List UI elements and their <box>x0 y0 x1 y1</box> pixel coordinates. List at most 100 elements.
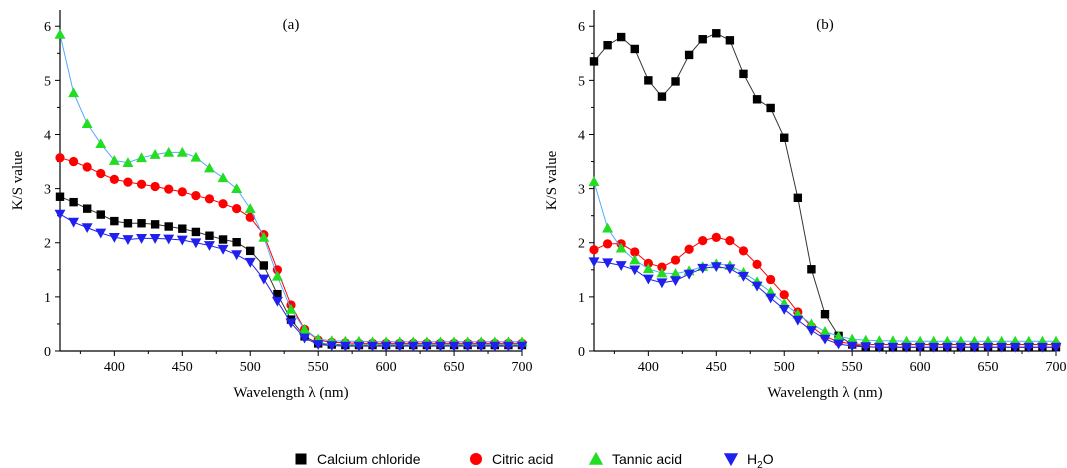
data-point <box>670 268 681 278</box>
y-tick-label: 3 <box>44 183 51 198</box>
data-point <box>941 342 953 353</box>
data-point <box>367 341 378 352</box>
data-point <box>819 334 831 345</box>
data-point <box>819 326 831 336</box>
y-tick-label: 0 <box>44 345 51 360</box>
data-point <box>739 69 748 79</box>
x-tick-label: 700 <box>512 360 533 375</box>
data-point <box>82 162 92 172</box>
data-point <box>204 241 215 251</box>
data-point <box>178 224 187 233</box>
data-point <box>136 152 147 163</box>
data-point <box>96 168 106 179</box>
data-point <box>873 335 885 346</box>
data-point <box>95 138 107 149</box>
data-point <box>218 235 228 244</box>
legend-marker <box>723 453 739 467</box>
data-point <box>630 44 639 54</box>
data-point <box>615 261 627 271</box>
y-tick-label: 4 <box>44 128 51 143</box>
data-point <box>218 199 228 209</box>
series-h2o <box>588 257 1062 353</box>
data-point <box>996 342 1008 353</box>
data-point <box>407 341 419 352</box>
x-tick-label: 450 <box>172 360 193 375</box>
data-point <box>68 217 80 228</box>
data-point <box>231 183 243 193</box>
data-point <box>122 235 134 245</box>
data-point <box>725 235 735 246</box>
data-point <box>489 341 501 352</box>
data-point <box>820 309 830 319</box>
data-point <box>448 341 460 352</box>
data-point <box>670 276 681 287</box>
data-point <box>887 342 899 353</box>
data-point <box>602 222 614 233</box>
data-point <box>163 234 175 245</box>
data-point <box>68 87 80 98</box>
data-point <box>137 219 146 228</box>
data-point <box>81 223 93 234</box>
data-point <box>244 257 256 268</box>
data-point <box>846 333 858 344</box>
data-point <box>299 333 311 344</box>
data-point <box>217 172 229 183</box>
legend-label: H2O <box>747 451 774 468</box>
data-point <box>258 274 270 285</box>
y-tick-label: 1 <box>578 291 585 306</box>
data-point <box>177 187 187 197</box>
data-point <box>738 271 749 282</box>
data-point <box>833 330 845 341</box>
data-point <box>380 341 392 352</box>
data-point <box>914 342 926 353</box>
data-point <box>273 289 282 299</box>
data-point <box>603 40 612 50</box>
data-point <box>766 103 775 113</box>
y-tick-label: 0 <box>578 345 585 360</box>
data-point <box>123 177 133 187</box>
data-point <box>792 315 804 326</box>
data-point <box>1036 342 1048 353</box>
series-h2o <box>54 209 528 352</box>
data-point <box>272 265 283 275</box>
x-tick-label: 400 <box>104 360 125 375</box>
data-point <box>725 36 735 45</box>
data-point <box>833 339 845 350</box>
data-point <box>752 95 762 104</box>
y-axis-title: K/S value <box>10 150 26 210</box>
data-point <box>683 269 695 280</box>
data-point <box>163 146 175 157</box>
data-point <box>588 176 600 186</box>
y-tick-label: 1 <box>44 291 51 306</box>
y-tick-label: 4 <box>578 128 585 143</box>
data-point <box>55 192 65 201</box>
data-point <box>1009 342 1021 353</box>
x-tick-label: 450 <box>706 360 727 375</box>
data-point <box>630 247 640 257</box>
data-point <box>656 278 668 289</box>
data-point <box>698 35 707 44</box>
data-point <box>1023 342 1035 353</box>
series-line <box>593 32 1056 348</box>
chart-panel-a: 0 1 2 3 4 5 6 400 450 500 550 600 650 700 Wavelength λ… <box>10 10 533 401</box>
legend-item: H2O <box>723 451 774 468</box>
y-tick-label: 5 <box>44 74 51 89</box>
data-point <box>462 341 474 352</box>
series-tannic-acid <box>588 176 1062 346</box>
legend-item: Tannic acid <box>588 451 682 467</box>
data-point <box>805 318 817 329</box>
data-point <box>204 194 215 204</box>
data-point <box>644 76 653 85</box>
data-point <box>69 197 78 207</box>
x-tick-label: 500 <box>774 360 795 375</box>
data-point <box>860 342 872 353</box>
data-point <box>164 222 173 231</box>
data-point <box>887 335 899 346</box>
data-point <box>68 156 79 167</box>
data-point <box>164 184 174 194</box>
data-point <box>54 209 66 220</box>
data-point <box>95 228 107 239</box>
data-point <box>246 246 255 256</box>
data-point <box>245 212 255 222</box>
